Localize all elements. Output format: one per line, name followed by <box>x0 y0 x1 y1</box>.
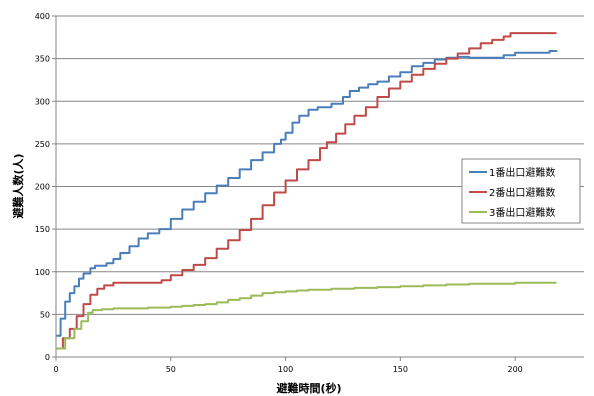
y-axis-title: 避難人数(人) <box>11 153 25 218</box>
legend-label-series-1: 1番出口避難数 <box>489 166 555 179</box>
x-tick-label: 50 <box>166 365 176 374</box>
x-tick-label: 150 <box>393 365 408 374</box>
series-line-3 <box>56 281 557 350</box>
y-tick-label: 350 <box>35 55 50 64</box>
legend-label-series-3: 3番出口避難数 <box>489 206 555 219</box>
y-tick-label: 300 <box>35 97 50 106</box>
y-tick-label: 250 <box>35 140 50 149</box>
y-tick-label: 0 <box>45 353 50 362</box>
y-tick-label: 400 <box>35 12 50 21</box>
y-tick-labels: 0 50 100 150 200 250 300 350 400 <box>35 12 56 362</box>
y-tick-label: 150 <box>35 225 50 234</box>
x-tick-labels: 0 50 100 150 200 <box>53 357 523 374</box>
x-tick-label: 200 <box>507 365 522 374</box>
y-tick-label: 50 <box>40 310 50 319</box>
y-tick-label: 200 <box>35 183 50 192</box>
legend: 1番出口避難数 2番出口避難数 3番出口避難数 <box>461 158 581 224</box>
x-tick-label: 100 <box>278 365 293 374</box>
y-tick-label: 100 <box>35 268 50 277</box>
series-lines <box>56 32 558 350</box>
legend-label-series-2: 2番出口避難数 <box>489 186 555 199</box>
x-tick-label: 0 <box>53 365 58 374</box>
series-line-2 <box>56 32 557 350</box>
x-axis-title: 避難時間(秒) <box>276 381 341 395</box>
